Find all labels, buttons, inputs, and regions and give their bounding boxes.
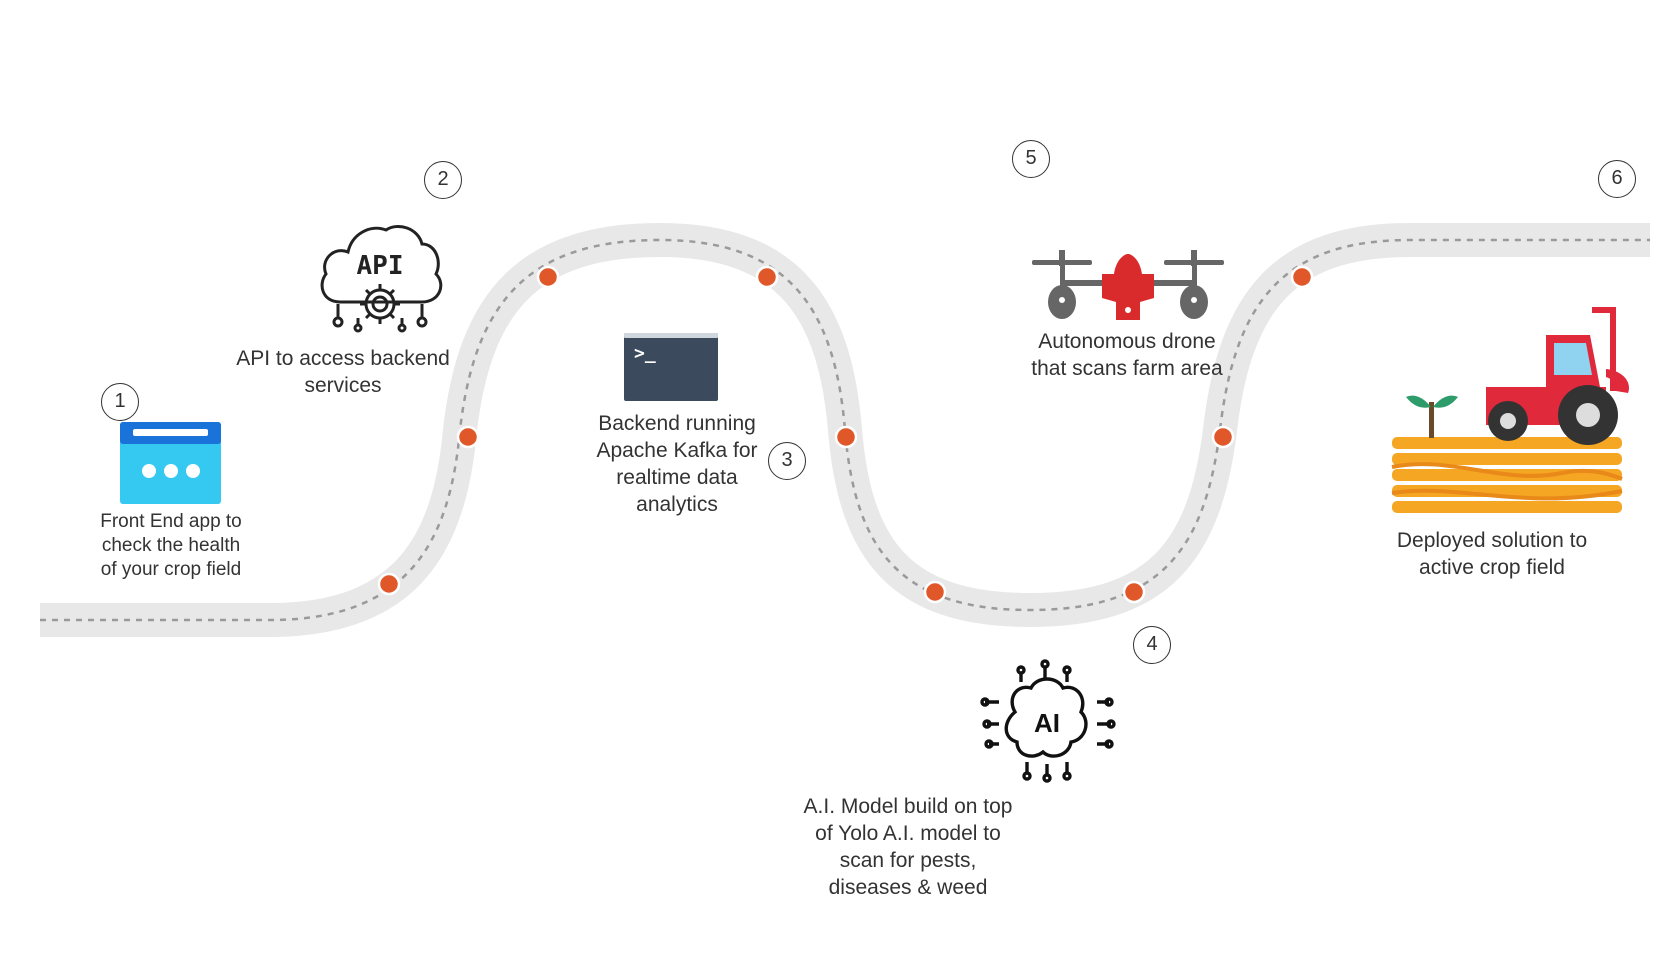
step-3-label-line: analytics	[636, 493, 718, 516]
step-3-number-badge: 3	[768, 442, 806, 480]
step-1-label: Front End app to check the health of you…	[66, 510, 276, 582]
ai-brain-circuit-icon: AI	[980, 659, 1116, 783]
milestone-dots	[377, 265, 1314, 604]
step-3-label: Backend running Apache Kafka for realtim…	[577, 410, 777, 518]
api-cloud-gear-icon: API	[320, 225, 443, 333]
ai-text: AI	[1034, 708, 1060, 738]
browser-window-icon	[120, 422, 221, 504]
milestone-dot	[923, 580, 947, 604]
step-6-number-badge: 6	[1598, 160, 1636, 198]
step-3-label-line: Backend running	[598, 412, 756, 435]
terminal-icon: >_	[624, 333, 718, 401]
milestone-dot	[536, 265, 560, 289]
step-1-label-line: Front End app to	[100, 511, 242, 532]
step-6-label-line: active crop field	[1419, 556, 1565, 579]
step-4-number-badge: 4	[1133, 626, 1171, 664]
step-1-label-line: check the health	[101, 535, 241, 556]
drone-icon	[1032, 250, 1224, 320]
step-6-label: Deployed solution to active crop field	[1367, 527, 1617, 581]
step-5-label: Autonomous drone that scans farm area	[1002, 328, 1252, 382]
milestone-dot	[1211, 425, 1235, 449]
milestone-dot	[377, 572, 401, 596]
step-4-label-line: diseases & weed	[828, 876, 988, 899]
step-5-number-badge: 5	[1012, 140, 1050, 178]
step-4-label: A.I. Model build on top of Yolo A.I. mod…	[778, 793, 1038, 901]
milestone-dot	[1290, 265, 1314, 289]
step-6-label-line: Deployed solution to	[1396, 529, 1588, 552]
milestone-dot	[834, 425, 858, 449]
step-1-number-badge: 1	[101, 383, 139, 421]
step-4-label-line: scan for pests,	[839, 849, 977, 872]
step-2-label-line: services	[304, 374, 382, 397]
step-4-label-line: of Yolo A.I. model to	[815, 822, 1001, 845]
tractor-field-icon	[1391, 307, 1630, 513]
step-4-label-line: A.I. Model build on top	[803, 795, 1013, 818]
milestone-dot	[755, 265, 779, 289]
step-1-label-line: of your crop field	[100, 559, 242, 580]
milestone-dot	[1122, 580, 1146, 604]
step-3-label-line: Apache Kafka for	[596, 439, 758, 462]
milestone-dot	[456, 425, 480, 449]
step-2-label-line: API to access backend	[236, 347, 450, 370]
step-3-label-line: realtime data	[616, 466, 738, 489]
step-5-label-line: Autonomous drone	[1038, 330, 1216, 353]
step-2-label: API to access backend services	[213, 345, 473, 399]
step-2-number-badge: 2	[424, 161, 462, 199]
api-text: API	[357, 251, 404, 281]
step-5-label-line: that scans farm area	[1031, 357, 1223, 380]
terminal-prompt-text: >_	[634, 343, 656, 364]
